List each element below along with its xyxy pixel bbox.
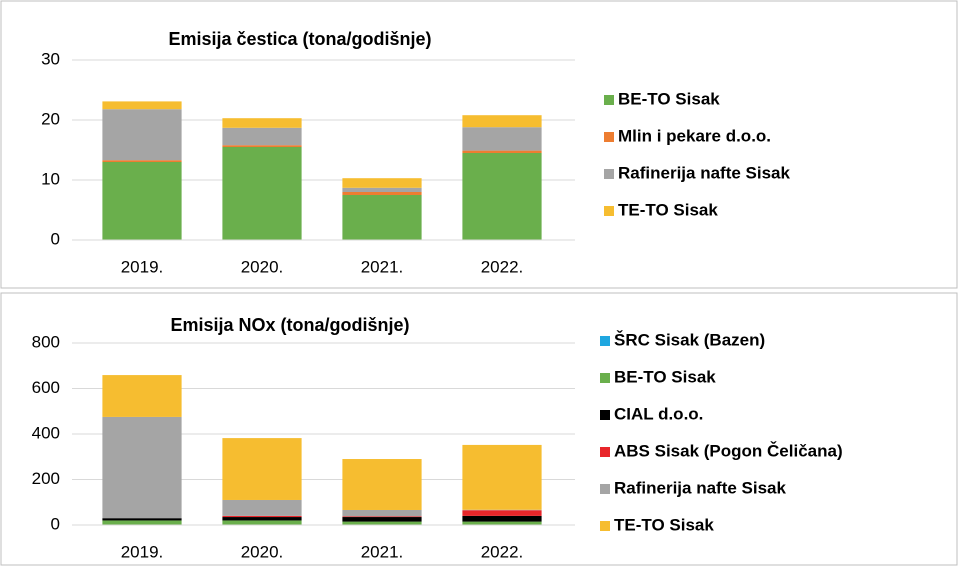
x-tick-label: 2022. (481, 257, 524, 276)
bar-segment (462, 510, 542, 516)
bar-segment (102, 520, 182, 525)
bar-segment (342, 192, 422, 195)
bar-segment (102, 416, 182, 519)
bar-segment (462, 115, 542, 128)
bar-segment (342, 178, 422, 188)
bar-segment (102, 518, 182, 521)
bar-segment (462, 515, 542, 522)
bar-segment (222, 520, 302, 525)
legend-swatch (600, 410, 610, 420)
y-tick-label: 200 (32, 469, 60, 488)
bar-segment (342, 509, 422, 517)
bar-segment (462, 127, 542, 151)
bar-segment (102, 160, 182, 162)
chart-title: Emisija čestica (tona/godišnje) (168, 29, 431, 49)
bar-segment (342, 187, 422, 192)
legend-swatch (604, 206, 614, 216)
legend-swatch (604, 169, 614, 179)
bar-segment (222, 438, 302, 500)
bar-segment (222, 127, 302, 146)
bar-segment (342, 516, 422, 518)
bar-segment (102, 375, 182, 417)
x-tick-label: 2022. (481, 542, 524, 561)
y-tick-label: 400 (32, 423, 60, 442)
legend-swatch (600, 521, 610, 531)
legend-label: ABS Sisak (Pogon Čeličana) (614, 441, 843, 460)
legend-label: CIAL d.o.o. (614, 404, 703, 423)
x-tick-label: 2020. (241, 542, 284, 561)
x-tick-label: 2021. (361, 257, 404, 276)
bar-segment (222, 145, 302, 147)
legend-label: ŠRC Sisak (Bazen) (614, 330, 765, 349)
x-tick-label: 2019. (121, 542, 164, 561)
y-tick-label: 30 (41, 49, 60, 68)
y-tick-label: 10 (41, 169, 60, 188)
bar-segment (102, 109, 182, 161)
legend-swatch (600, 484, 610, 494)
legend-label: BE-TO Sisak (614, 367, 716, 386)
bar-segment (222, 147, 302, 240)
legend-swatch (600, 336, 610, 346)
bar-segment (342, 459, 422, 510)
bar-segment (462, 521, 542, 525)
bar-segment (222, 517, 302, 521)
panel-border (0, 0, 958, 289)
y-tick-label: 0 (51, 514, 60, 533)
panel-border (0, 292, 958, 566)
y-tick-label: 20 (41, 109, 60, 128)
bar-segment (462, 444, 542, 510)
legend-label: Mlin i pekare d.o.o. (618, 126, 771, 145)
bar-segment (222, 499, 302, 516)
legend-label: Rafinerija nafte Sisak (614, 478, 787, 497)
bar-segment (222, 118, 302, 128)
bar-segment (102, 162, 182, 240)
bar-segment (342, 517, 422, 522)
legend-swatch (600, 447, 610, 457)
legend-label: Rafinerija nafte Sisak (618, 163, 791, 182)
legend-label: TE-TO Sisak (618, 200, 718, 219)
y-tick-label: 800 (32, 332, 60, 351)
y-tick-label: 600 (32, 378, 60, 397)
legend-swatch (604, 132, 614, 142)
bar-segment (342, 521, 422, 525)
bar-segment (102, 101, 182, 110)
bar-segment (462, 153, 542, 240)
x-tick-label: 2021. (361, 542, 404, 561)
legend-swatch (604, 95, 614, 105)
x-tick-label: 2020. (241, 257, 284, 276)
bar-segment (222, 515, 302, 518)
legend-label: BE-TO Sisak (618, 89, 720, 108)
chart-title: Emisija NOx (tona/godišnje) (170, 315, 409, 335)
legend-label: TE-TO Sisak (614, 515, 714, 534)
y-tick-label: 0 (51, 229, 60, 248)
bar-segment (462, 150, 542, 153)
x-tick-label: 2019. (121, 257, 164, 276)
bar-segment (342, 195, 422, 240)
legend-swatch (600, 373, 610, 383)
